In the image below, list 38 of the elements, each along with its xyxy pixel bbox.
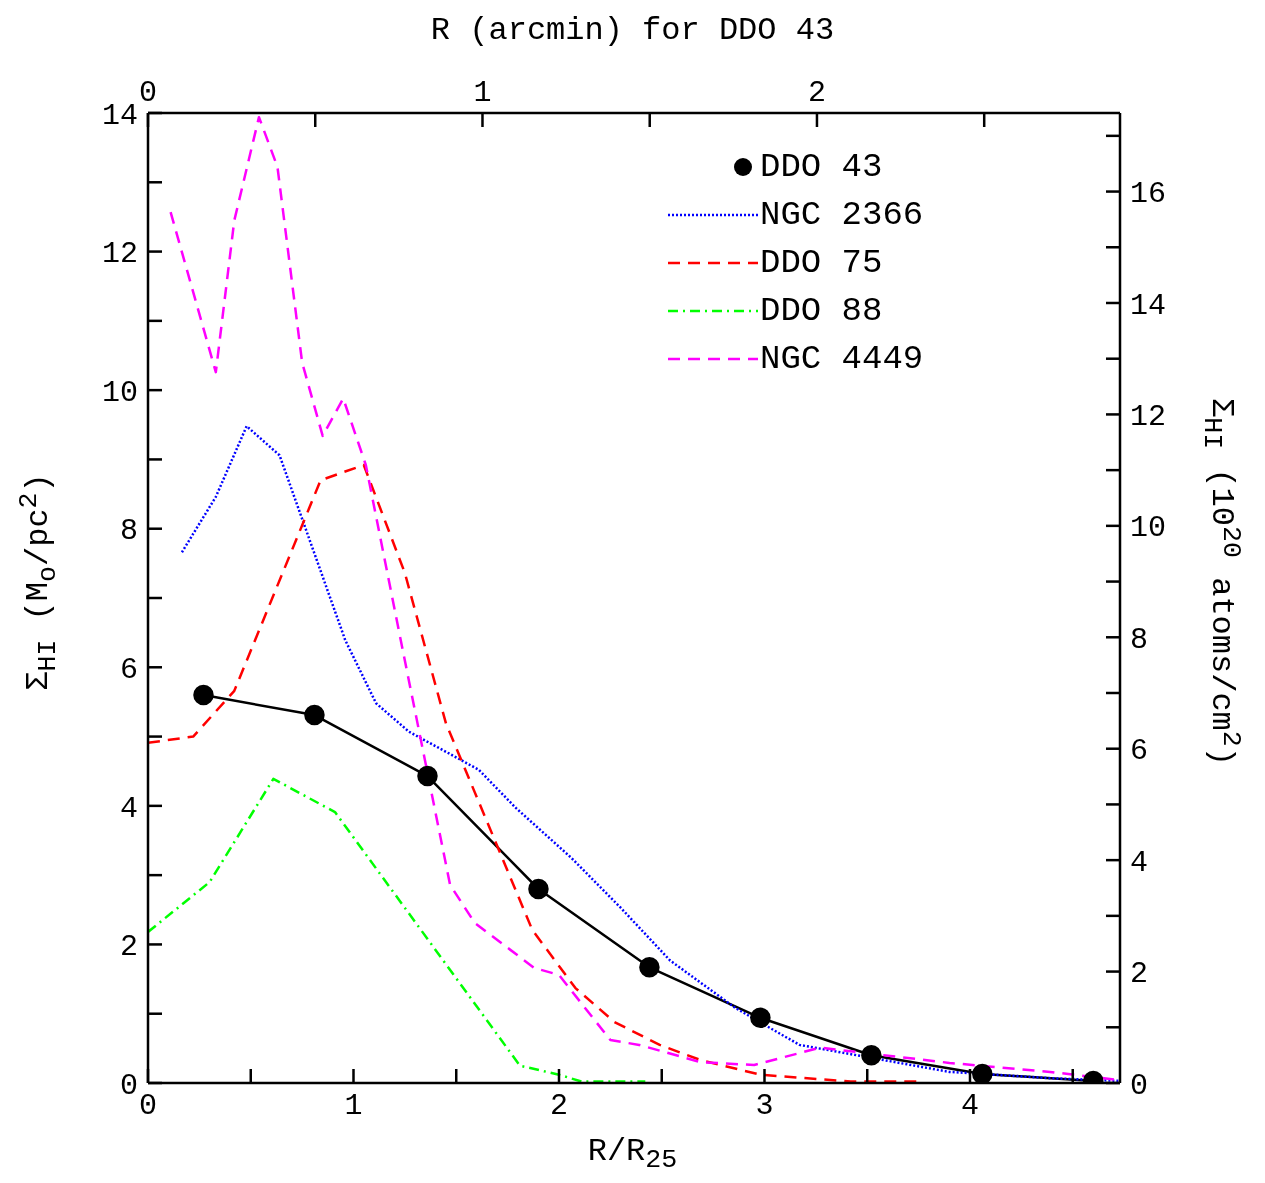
line-series [180,424,1120,1083]
point [193,684,214,706]
x2-tick-label: 1 [473,76,492,110]
point [750,1007,771,1029]
y2-tick-label: 16 [1130,177,1167,212]
x-tick-label: 3 [755,1089,774,1124]
y2-tick-label: 6 [1130,734,1149,769]
point [304,704,325,726]
x-tick-label: 4 [960,1089,979,1124]
y-tick-label: 2 [119,930,138,965]
y-tick-label: 14 [101,98,138,133]
y-tick-label: 8 [119,514,138,549]
x2-tick-label: 2 [807,76,826,110]
legend-label: NGC 4449 [760,340,924,378]
legend-label: DDO 75 [760,244,883,282]
point [639,957,660,978]
y2-tick-label: 2 [1130,957,1149,992]
y2-tick-label: 10 [1130,511,1167,546]
legend-label: NGC 2366 [760,196,924,234]
line-series [148,777,647,1083]
x-tick-label: 1 [344,1089,363,1124]
point [417,765,438,787]
y2-tick-label: 14 [1130,288,1167,323]
y2-tick-label: 8 [1130,622,1149,657]
y-tick-label: 10 [101,375,138,410]
x-tick-label: 2 [549,1089,568,1124]
y-tick-label: 12 [101,237,138,272]
point [528,878,549,900]
legend-label: DDO 43 [760,148,883,186]
legend-label: DDO 88 [760,292,883,330]
y-tick-label: 4 [119,791,138,826]
y2-tick-label: 12 [1130,400,1167,435]
point [972,1063,993,1083]
x-axis-title: R/R$_{25}$ [587,1133,678,1176]
x2-axis-title: R (arcmin) for DDO 43 [430,12,835,49]
y-tick-label: 6 [119,652,138,687]
y2-tick-label: 4 [1130,845,1149,880]
point [861,1045,882,1066]
